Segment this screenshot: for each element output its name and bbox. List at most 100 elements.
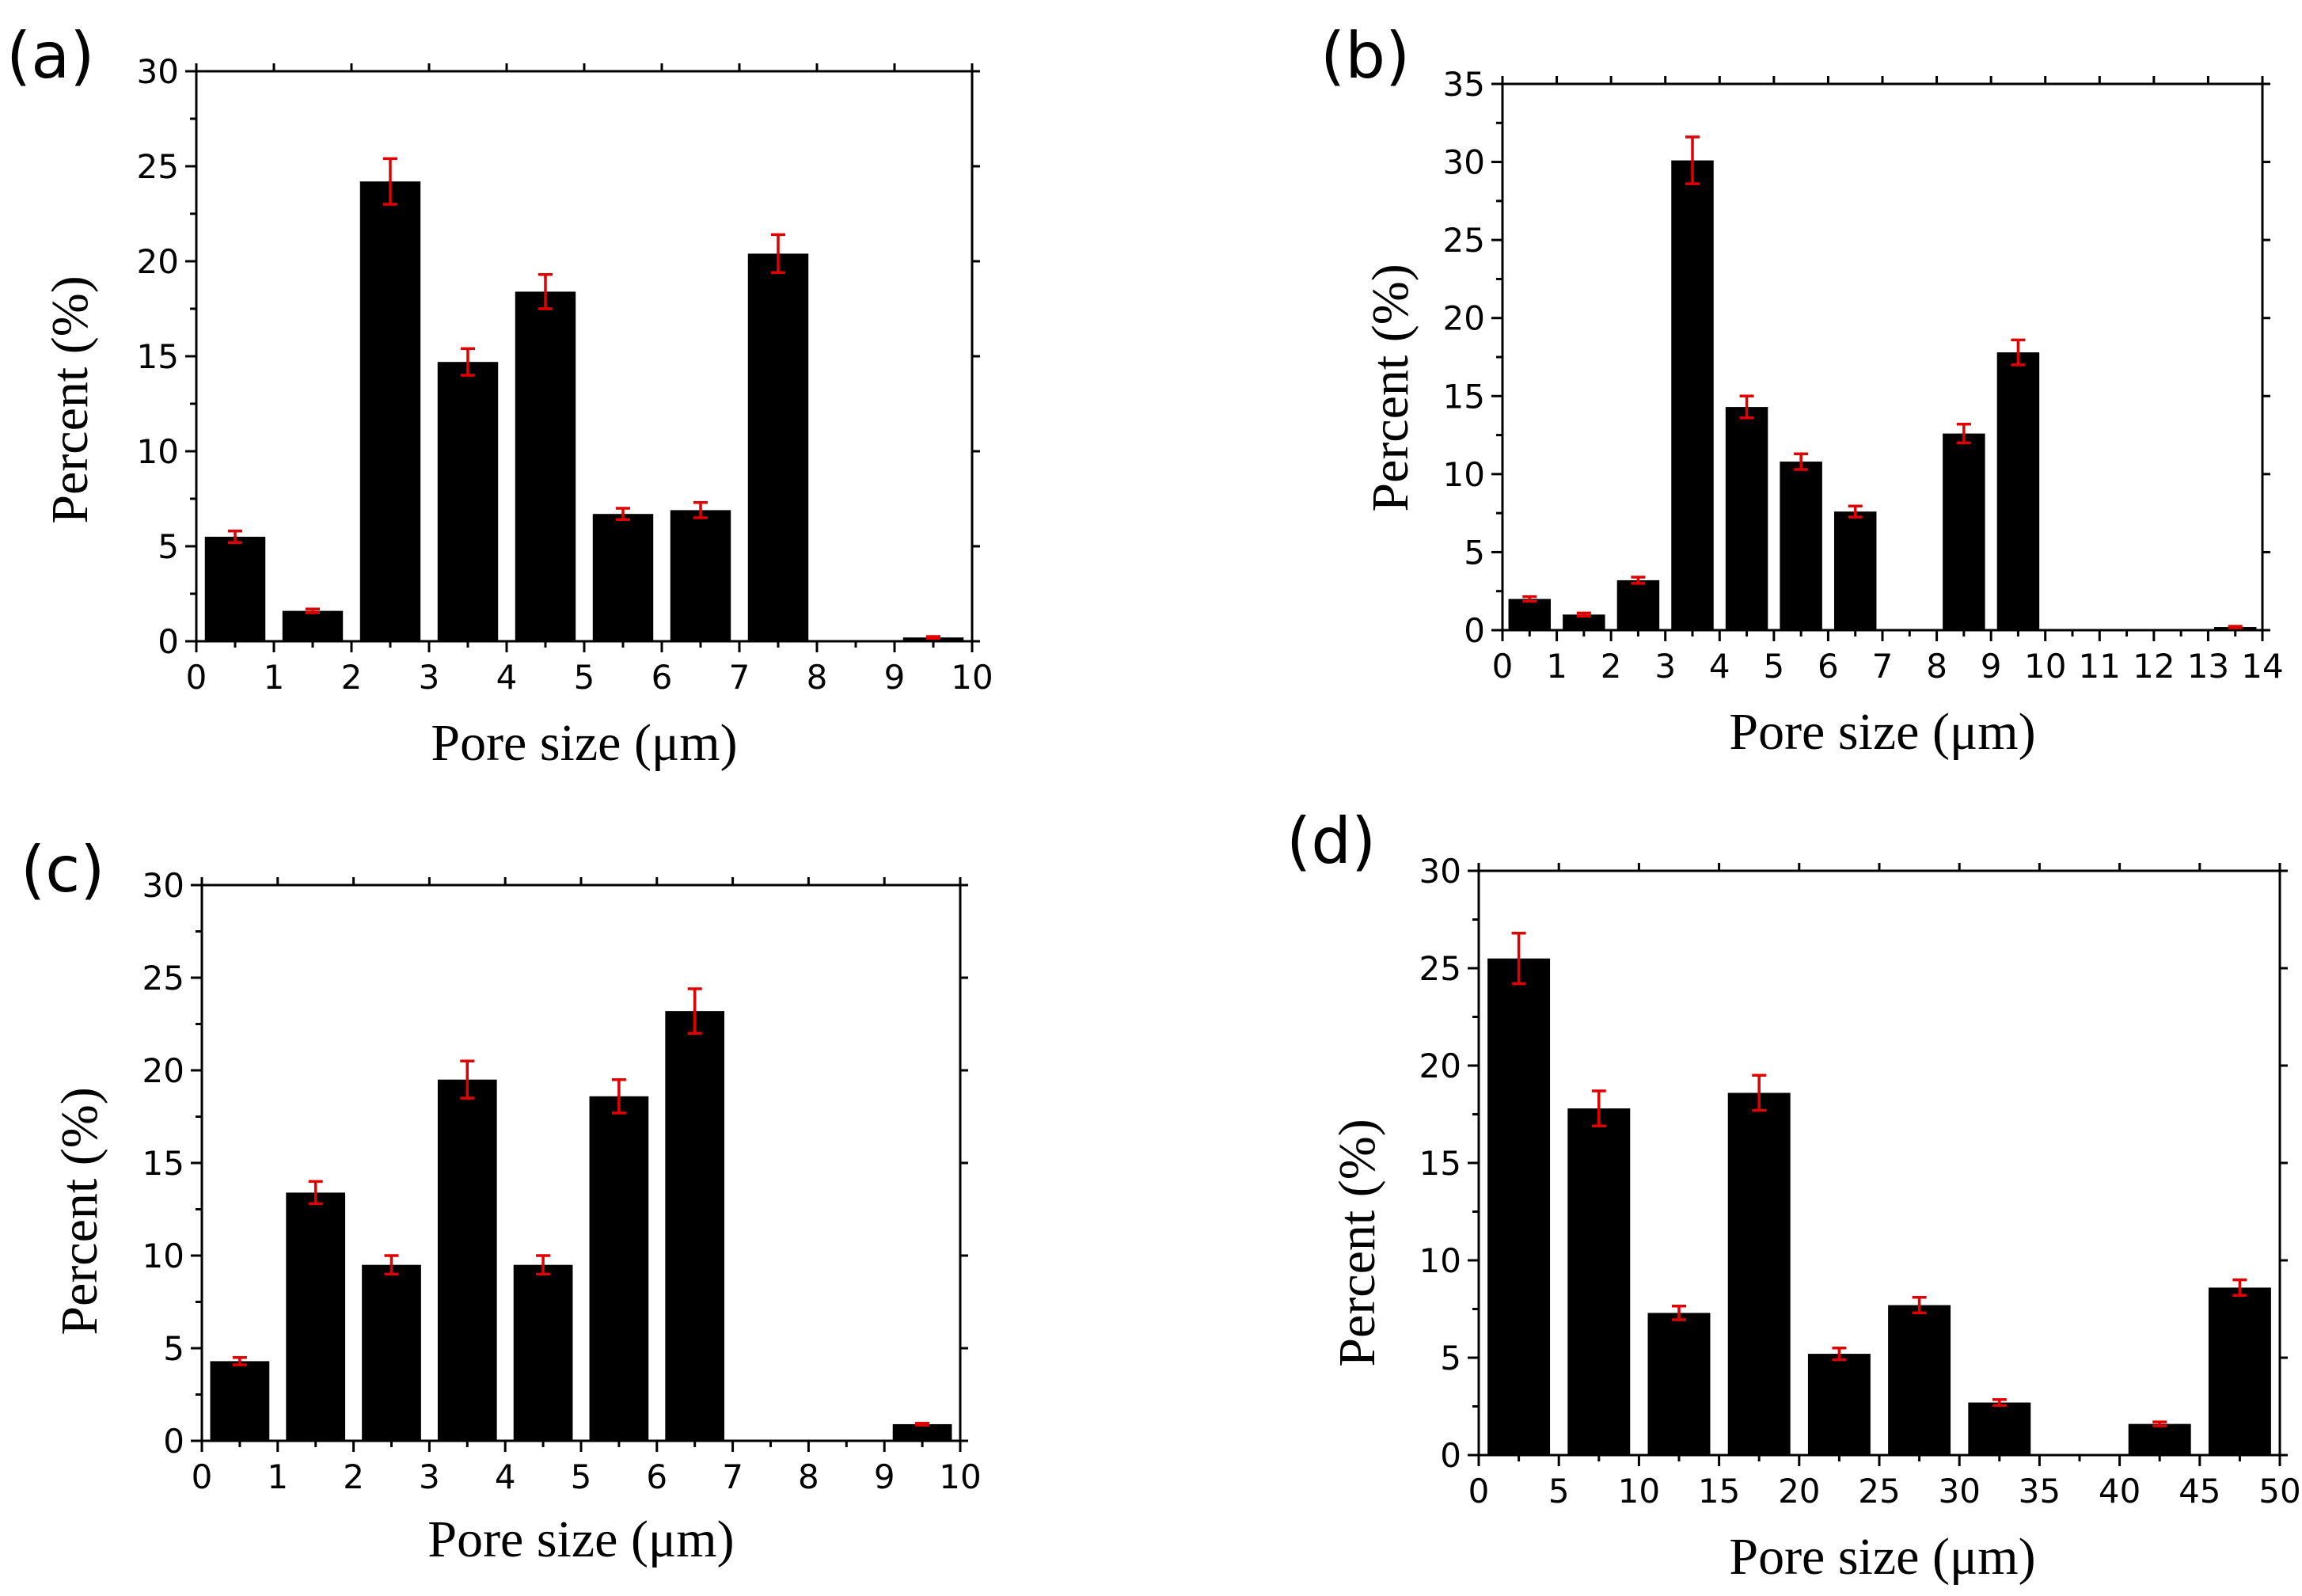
plot-frame-b xyxy=(1501,82,2264,632)
bar-c-1 xyxy=(286,1192,346,1441)
y-axis-title-a: Percent (%) xyxy=(41,276,99,523)
error-bar-b-13 xyxy=(2228,625,2243,629)
y-tick-label-d-1: 5 xyxy=(1440,1339,1461,1378)
bar-c-6 xyxy=(665,1011,725,1441)
error-bar-b-4 xyxy=(1739,394,1754,420)
x-tick-label-d-0: 0 xyxy=(1468,1472,1490,1510)
bar-a-0 xyxy=(204,537,266,641)
bar-a-3 xyxy=(437,362,499,641)
panel-a: (a) Pore size (μm) Percent (%) 0 1 2 3 4 5 6 7 8… xyxy=(6,19,993,772)
x-tick-label-c-8: 8 xyxy=(798,1457,819,1496)
panel-d: (d) Pore size (μm) Percent (%) 0 5 10 15 20 2… xyxy=(1286,804,2301,1586)
bar-d-8 xyxy=(2128,1423,2191,1455)
bar-d-1 xyxy=(1567,1108,1631,1455)
x-tick-label-b-10: 10 xyxy=(2024,647,2066,686)
x-tick-label-c-2: 2 xyxy=(343,1457,364,1496)
y-axis-title-c: Percent (%) xyxy=(51,1087,108,1335)
bar-b-6 xyxy=(1833,511,1877,630)
x-tick-label-a-3: 3 xyxy=(419,658,440,697)
bar-a-4 xyxy=(515,291,576,641)
y-tick-label-b-7: 35 xyxy=(1443,65,1485,104)
x-tick-label-c-1: 1 xyxy=(267,1457,288,1496)
y-tick-label-a-0: 0 xyxy=(158,622,179,661)
y-tick-label-a-3: 15 xyxy=(137,337,179,376)
x-tick-label-d-6: 30 xyxy=(1938,1472,1980,1510)
error-bar-c-4 xyxy=(536,1254,551,1276)
error-bar-a-7 xyxy=(771,233,785,275)
y-tick-label-c-1: 5 xyxy=(163,1329,184,1368)
x-tick-label-a-7: 7 xyxy=(729,658,750,697)
x-tick-label-d-9: 45 xyxy=(2179,1472,2220,1510)
x-tick-label-b-5: 5 xyxy=(1763,647,1784,686)
x-tick-label-c-3: 3 xyxy=(419,1457,440,1496)
x-tick-label-a-8: 8 xyxy=(807,658,828,697)
x-tick-label-d-5: 25 xyxy=(1858,1472,1900,1510)
bar-d-9 xyxy=(2208,1287,2271,1455)
bar-b-3 xyxy=(1671,160,1714,631)
bar-d-2 xyxy=(1647,1313,1711,1455)
error-bar-b-3 xyxy=(1685,135,1700,185)
x-tick-label-b-0: 0 xyxy=(1492,647,1514,686)
bar-a-1 xyxy=(282,610,344,641)
panel-label-a: (a) xyxy=(6,19,94,93)
x-axis-title-a: Pore size (μm) xyxy=(431,714,737,772)
x-tick-label-b-9: 9 xyxy=(1981,647,2002,686)
x-tick-label-d-7: 35 xyxy=(2019,1472,2061,1510)
bar-b-9 xyxy=(1996,352,2040,630)
bar-d-0 xyxy=(1487,958,1551,1455)
y-tick-label-d-4: 20 xyxy=(1419,1047,1461,1085)
x-tick-label-d-3: 15 xyxy=(1698,1472,1740,1510)
y-tick-label-b-6: 30 xyxy=(1443,143,1485,182)
bar-a-7 xyxy=(747,253,809,641)
x-tick-label-d-2: 10 xyxy=(1618,1472,1660,1510)
x-axis-title-b: Pore size (μm) xyxy=(1729,703,2035,761)
y-tick-label-c-4: 20 xyxy=(142,1051,184,1090)
error-bar-c-0 xyxy=(232,1355,247,1366)
y-tick-label-b-0: 0 xyxy=(1464,611,1485,650)
error-bar-c-1 xyxy=(308,1180,323,1206)
x-tick-label-c-9: 9 xyxy=(874,1457,895,1496)
x-tick-label-a-2: 2 xyxy=(341,658,363,697)
x-tick-label-c-5: 5 xyxy=(571,1457,592,1496)
x-tick-label-d-10: 50 xyxy=(2258,1472,2300,1510)
error-bar-d-0 xyxy=(1511,931,1526,986)
bar-d-4 xyxy=(1807,1354,1871,1455)
error-bar-c-3 xyxy=(460,1059,475,1100)
bar-a-2 xyxy=(359,181,421,641)
x-tick-label-a-4: 4 xyxy=(496,658,518,697)
y-tick-label-c-6: 30 xyxy=(142,866,184,905)
bar-d-6 xyxy=(1968,1402,2031,1455)
x-axis-title-c: Pore size (μm) xyxy=(427,1510,734,1568)
bar-a-6 xyxy=(670,510,731,641)
panel-label-b: (b) xyxy=(1320,19,1410,93)
error-bar-a-6 xyxy=(693,501,708,519)
bar-d-3 xyxy=(1727,1092,1791,1455)
y-tick-label-a-1: 5 xyxy=(158,527,179,566)
error-bar-c-6 xyxy=(687,987,702,1035)
x-tick-label-b-14: 14 xyxy=(2241,647,2283,686)
x-tick-label-a-6: 6 xyxy=(651,658,673,697)
error-bar-d-5 xyxy=(1912,1295,1927,1315)
x-tick-label-b-7: 7 xyxy=(1872,647,1894,686)
error-bar-b-0 xyxy=(1522,595,1537,603)
x-tick-label-b-2: 2 xyxy=(1601,647,1622,686)
y-tick-label-b-5: 25 xyxy=(1443,221,1485,260)
y-tick-label-d-0: 0 xyxy=(1440,1436,1461,1475)
x-tick-label-c-0: 0 xyxy=(192,1457,213,1496)
y-tick-label-b-4: 20 xyxy=(1443,299,1485,338)
x-tick-label-b-13: 13 xyxy=(2187,647,2229,686)
x-tick-label-b-12: 12 xyxy=(2133,647,2175,686)
bar-c-4 xyxy=(513,1264,573,1441)
error-bar-d-6 xyxy=(1992,1398,2007,1408)
error-bar-d-8 xyxy=(2152,1420,2167,1427)
error-bar-a-3 xyxy=(461,347,475,377)
bar-b-2 xyxy=(1616,580,1660,630)
x-tick-label-a-5: 5 xyxy=(574,658,595,697)
error-bar-c-2 xyxy=(384,1254,399,1276)
error-bar-a-5 xyxy=(616,507,630,522)
error-bar-a-2 xyxy=(383,157,397,206)
panel-label-d: (d) xyxy=(1286,804,1376,878)
y-tick-label-a-4: 20 xyxy=(137,242,179,281)
